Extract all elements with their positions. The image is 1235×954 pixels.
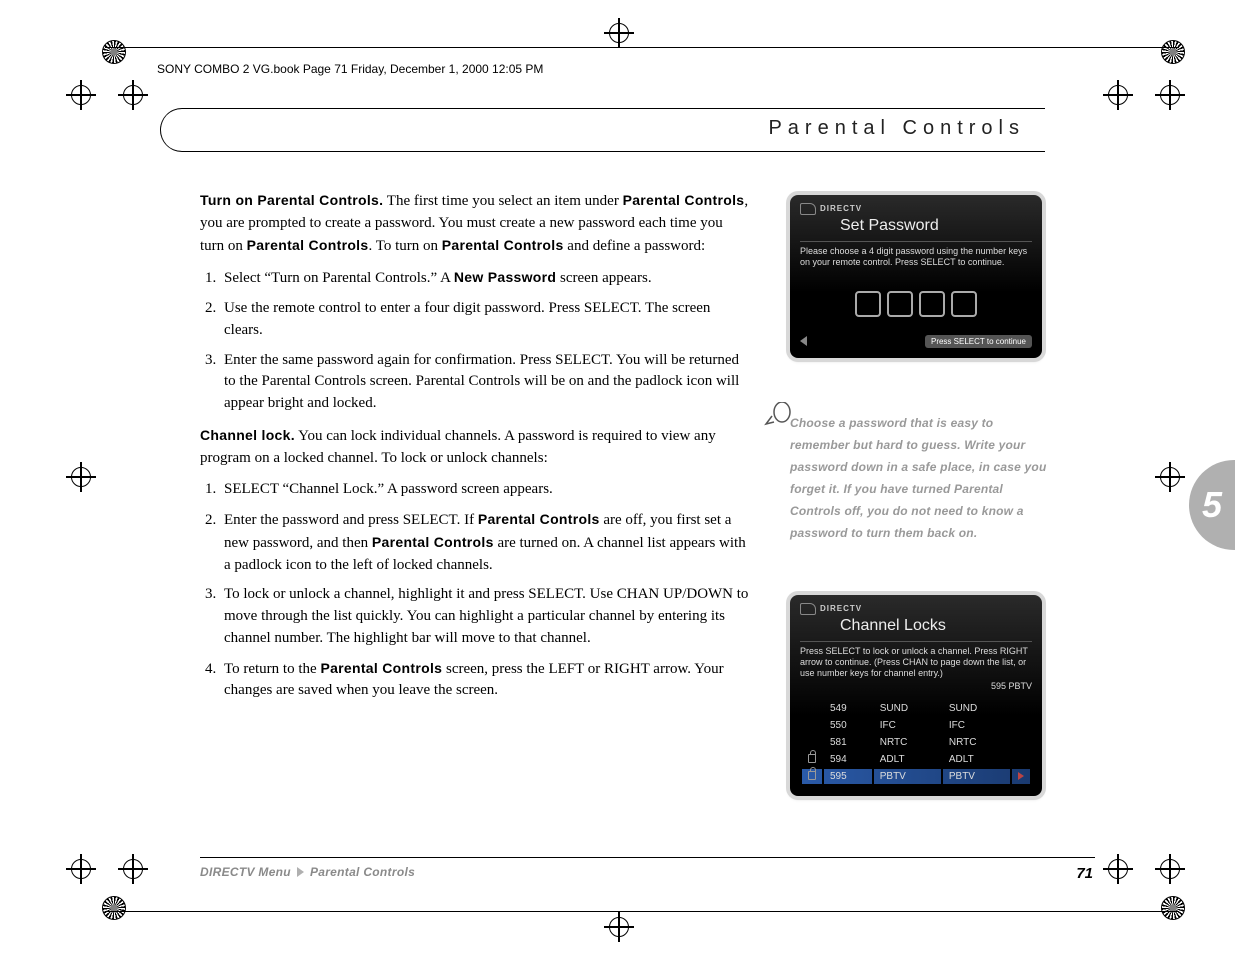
chapter-number: 5 <box>1202 484 1222 526</box>
cross-reg-icon <box>66 80 96 110</box>
cross-reg-icon <box>604 18 634 48</box>
channel-table: 549SUNDSUND 550IFCIFC 581NRTCNRTC 594ADLTAD… <box>800 699 1032 786</box>
tip-icon <box>764 402 792 426</box>
table-row: 581NRTCNRTC <box>802 735 1030 750</box>
table-row: 595PBTVPBTV <box>802 769 1030 784</box>
arrow-left-icon <box>800 336 810 346</box>
paragraph: Turn on Parental Controls. The first tim… <box>200 190 750 257</box>
cross-reg-icon <box>118 854 148 884</box>
cross-reg-icon <box>1103 80 1133 110</box>
lead-in: Channel lock. <box>200 427 295 443</box>
crop-line <box>105 911 1179 912</box>
breadcrumb-item: DIRECTV Menu <box>200 865 291 879</box>
reg-mark-icon <box>102 40 126 64</box>
chapter-tab: 5 <box>1189 460 1235 550</box>
breadcrumb: DIRECTV Menu Parental Controls <box>200 865 415 879</box>
list-item: Enter the password and press SELECT. If … <box>220 509 750 576</box>
ordered-list: Select “Turn on Parental Controls.” A Ne… <box>220 267 750 415</box>
page-number: 71 <box>1076 865 1093 882</box>
list-item: Use the remote control to enter a four d… <box>220 298 750 342</box>
directv-logo: DIRECTV <box>800 603 1032 615</box>
table-row: 594ADLTADLT <box>802 752 1030 767</box>
current-channel: 595 PBTV <box>800 681 1032 692</box>
body-text: Turn on Parental Controls. The first tim… <box>200 190 750 712</box>
chevron-right-icon <box>297 867 304 877</box>
cross-reg-icon <box>118 80 148 110</box>
cross-reg-icon <box>1155 462 1185 492</box>
screenshot-channel-locks: DIRECTV Channel Locks Press SELECT to lo… <box>790 595 1042 796</box>
table-row: 550IFCIFC <box>802 718 1030 733</box>
section-title: Parental Controls <box>768 117 1025 140</box>
screen-footer: Press SELECT to continue <box>925 335 1032 348</box>
running-head: SONY COMBO 2 VG.book Page 71 Friday, Dec… <box>157 62 543 76</box>
table-row: 549SUNDSUND <box>802 701 1030 716</box>
list-item: Enter the same password again for confir… <box>220 350 750 415</box>
reg-mark-icon <box>1161 896 1185 920</box>
cross-reg-icon <box>66 854 96 884</box>
ordered-list: SELECT “Channel Lock.” A password screen… <box>220 479 750 702</box>
cross-reg-icon <box>1103 854 1133 884</box>
cross-reg-icon <box>66 462 96 492</box>
directv-logo: DIRECTV <box>800 203 1032 215</box>
cross-reg-icon <box>1155 80 1185 110</box>
list-item: SELECT “Channel Lock.” A password screen… <box>220 479 750 501</box>
lock-icon <box>808 754 816 763</box>
breadcrumb-item: Parental Controls <box>310 865 415 879</box>
lead-in: Turn on Parental Controls. <box>200 192 383 208</box>
tip-note: Choose a password that is easy to rememb… <box>790 408 1050 545</box>
cross-reg-icon <box>604 912 634 942</box>
password-boxes <box>800 291 1032 317</box>
footer-rule <box>200 857 1095 858</box>
screen-title: Set Password <box>840 217 1032 235</box>
screenshot-set-password: DIRECTV Set Password Please choose a 4 d… <box>790 195 1042 358</box>
paragraph: Channel lock. You can lock individual ch… <box>200 425 750 470</box>
cross-reg-icon <box>1155 854 1185 884</box>
arrow-right-icon <box>1018 772 1024 780</box>
lock-icon <box>808 771 816 780</box>
section-header: Parental Controls <box>160 108 1045 152</box>
list-item: To lock or unlock a channel, highlight i… <box>220 584 750 649</box>
screen-instructions: Press SELECT to lock or unlock a channel… <box>800 641 1032 693</box>
reg-mark-icon <box>1161 40 1185 64</box>
tip-text: Choose a password that is easy to rememb… <box>790 416 1046 541</box>
list-item: To return to the Parental Controls scree… <box>220 658 750 703</box>
reg-mark-icon <box>102 896 126 920</box>
list-item: Select “Turn on Parental Controls.” A Ne… <box>220 267 750 290</box>
crop-line <box>105 47 1179 48</box>
screen-title: Channel Locks <box>840 617 1032 635</box>
side-column: DIRECTV Set Password Please choose a 4 d… <box>790 195 1050 796</box>
screen-instructions: Please choose a 4 digit password using t… <box>800 241 1032 269</box>
